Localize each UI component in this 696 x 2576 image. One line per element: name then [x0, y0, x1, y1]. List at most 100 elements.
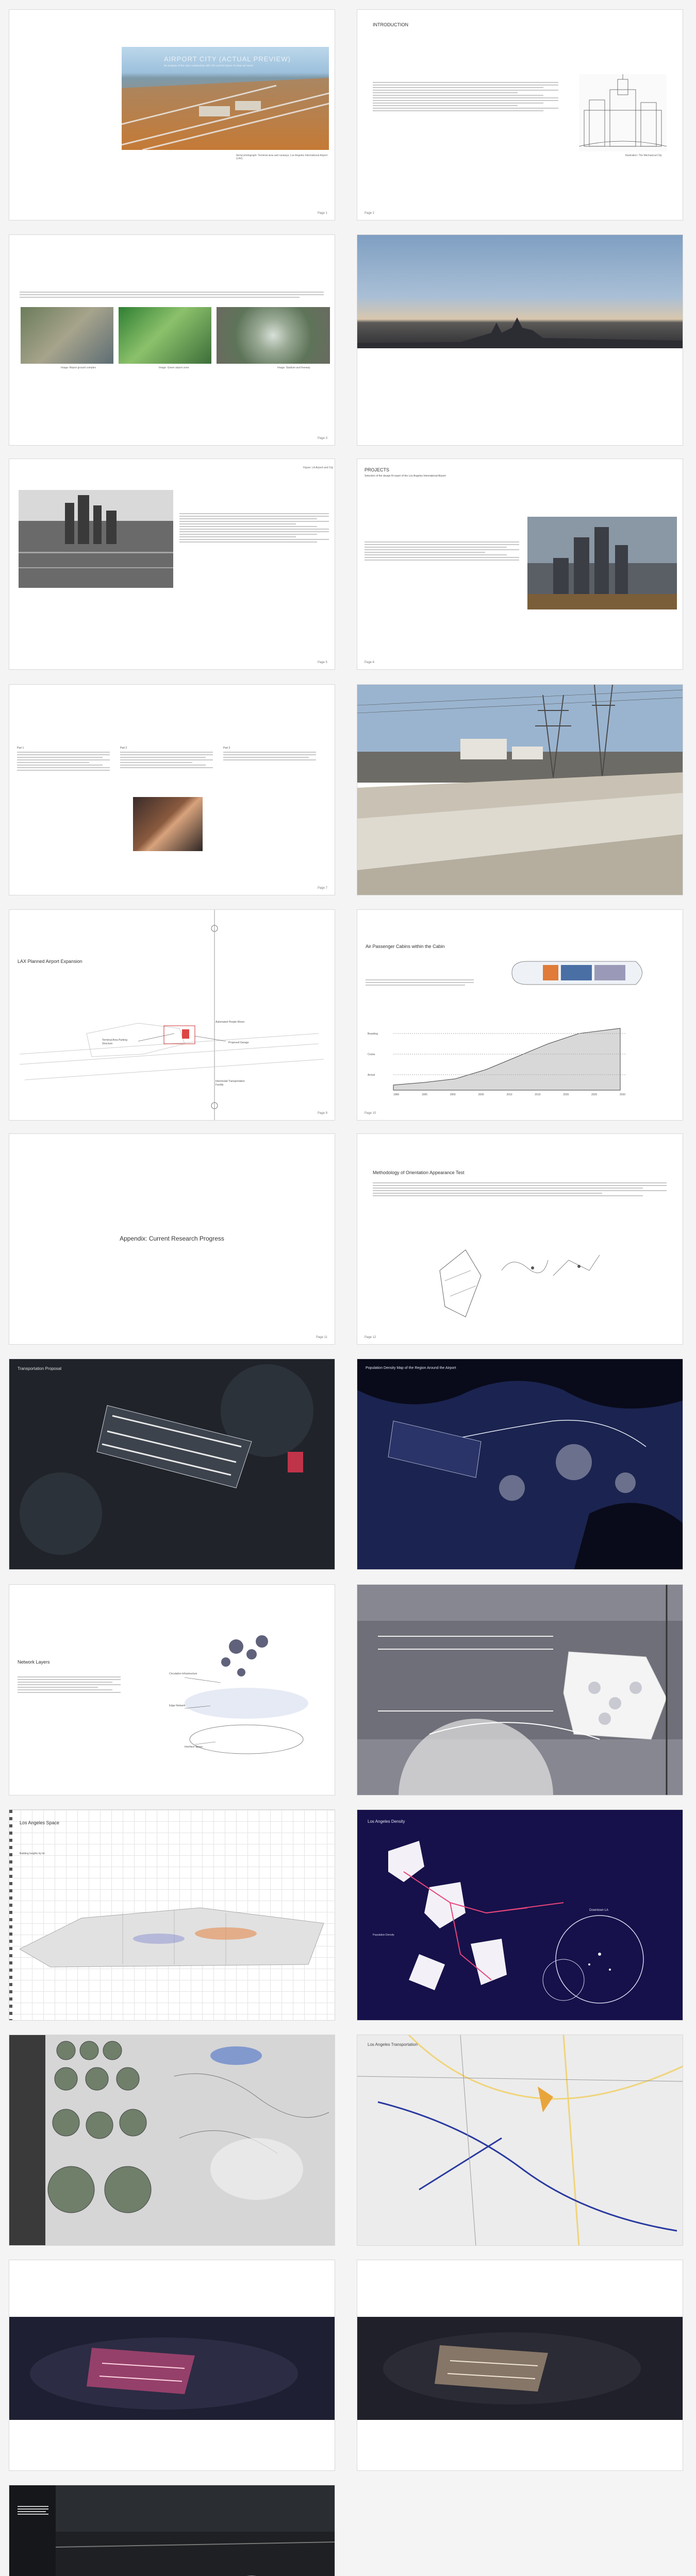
pilot-photo: [133, 797, 203, 851]
page-11: Appendix: Current Research Progress Page…: [9, 1133, 335, 1345]
caption-1: Image: Airport ground complex: [61, 366, 96, 369]
page-4: [357, 234, 683, 446]
space-heading: Los Angeles Space: [20, 1820, 60, 1825]
page-number: Page 6: [364, 661, 375, 664]
space-sublabel: Building heights by lot: [20, 1852, 45, 1855]
intro-text: [373, 82, 558, 113]
page-number: Page 12: [364, 1336, 376, 1339]
passenger-growth-chart: [393, 1028, 625, 1091]
page-21: [9, 2260, 335, 2471]
methodology-text: [373, 1182, 667, 1198]
transportation-map: [357, 2035, 683, 2245]
page-19: [9, 2035, 335, 2246]
side-label-arrival: Arrival: [368, 1074, 375, 1077]
methodology-diagram: [439, 1249, 600, 1317]
building-heights-3d-map: [20, 1907, 324, 1968]
axis-tick: 1989: [393, 1093, 400, 1096]
col-text-1: [17, 752, 110, 772]
page-number: Page 10: [364, 1112, 376, 1115]
page5-caption: Figure: LA Airport and City: [303, 466, 334, 469]
transportation-proposal-aerial: [9, 1359, 335, 1569]
night-caption-text: [18, 2506, 48, 2516]
page3-text: [20, 292, 324, 299]
cabin-heading: Air Passenger Cabins within the Cabin: [366, 944, 445, 949]
transportation-heading: Los Angeles Transportation: [368, 2042, 418, 2047]
page-number: Page 3: [317, 437, 327, 440]
photo-stadium: [217, 307, 330, 364]
cover-subtitle: An analysis of the city’s relationship w…: [164, 64, 253, 67]
research-collage: [9, 2035, 335, 2245]
cabin-text: [366, 979, 474, 987]
page-number: Page 9: [317, 1112, 327, 1115]
page-number: Page 2: [364, 212, 375, 215]
axis-tick: 2010: [506, 1093, 512, 1096]
cover-title: AIRPORT CITY (ACTUAL PREVIEW): [164, 55, 291, 63]
density-map: [357, 1359, 683, 1569]
gold-terminal-render: [357, 2317, 683, 2420]
page-7: Part 1 Part 2 Part 3 Page 7: [9, 684, 335, 895]
side-label-cruise: Cruise: [368, 1053, 375, 1056]
col-head-2: Part 2: [120, 747, 127, 750]
page-16: [357, 1584, 683, 1795]
label-itf: Intermodal Transportation Facility: [216, 1080, 245, 1087]
layer-label-3: Interface Space: [185, 1745, 203, 1749]
page-3: Image: Airport ground complex Image: Gre…: [9, 234, 335, 446]
axis-tick: 2025: [591, 1093, 598, 1096]
cover-caption: Aerial photograph: Terminal area and run…: [236, 154, 327, 160]
expansion-plan-drawing: [19, 910, 324, 1120]
projects-heading: PROJECTS: [364, 467, 390, 472]
network-text: [18, 1676, 121, 1694]
col-text-2: [120, 752, 213, 770]
axis-tick: 1995: [421, 1093, 427, 1096]
layer-label-1: Circulation Infrastructure: [169, 1672, 197, 1675]
axis-tick: 2030: [619, 1093, 625, 1096]
intro-heading: INTRODUCTION: [373, 22, 408, 27]
page-12: Methodology of Orientation Appearance Te…: [357, 1133, 683, 1345]
network-heading: Network Layers: [18, 1659, 50, 1665]
side-tab-strip: [9, 1810, 12, 2020]
page-2: INTRODUCTION Illustration: The Mechanica…: [357, 9, 683, 221]
airport-aerial-photo: [122, 47, 329, 150]
page5-text: [179, 513, 329, 544]
density-heading: Los Angeles Density: [368, 1819, 405, 1824]
page-number: Page 7: [317, 887, 327, 890]
page-9: LAX Planned Airport Expansion Terminal A…: [9, 909, 335, 1121]
night-satellite-terminal: [9, 2485, 335, 2576]
page-15: Network Layers Circulation Infrastructur…: [9, 1584, 335, 1795]
page-number: Page 1: [317, 212, 327, 215]
expansion-heading: LAX Planned Airport Expansion: [18, 959, 82, 964]
side-label-boarding: Boarding: [368, 1032, 378, 1036]
page-18: Los Angeles Density Population Density D…: [357, 1809, 683, 2021]
methodology-heading: Methodology of Orientation Appearance Te…: [373, 1170, 465, 1175]
col-text-3: [223, 752, 316, 762]
page-1: AIRPORT CITY (ACTUAL PREVIEW) An analysi…: [9, 9, 335, 221]
axis-tick: 2020: [563, 1093, 569, 1096]
intro-caption: Illustration: The Mechanical City: [625, 154, 662, 157]
density-network-map: [357, 1810, 683, 2020]
projects-text: [364, 541, 519, 562]
col-head-3: Part 3: [223, 747, 230, 750]
projects-subheading: Selection of the design fit report of th…: [364, 474, 446, 478]
page-23: [9, 2485, 335, 2576]
page-6: PROJECTS Selection of the design fit rep…: [357, 459, 683, 670]
label-garage: Proposed Garage: [228, 1041, 249, 1044]
page-number: Page 11: [316, 1336, 327, 1339]
col-head-1: Part 1: [17, 747, 24, 750]
page-5: Figure: LA Airport and City Page 5: [9, 459, 335, 670]
page-10: Air Passenger Cabins within the Cabin Bo…: [357, 909, 683, 1121]
density-label: Population Density Map of the Region Aro…: [366, 1366, 456, 1370]
axis-tick: 2015: [535, 1093, 541, 1096]
axis-tick: 2000: [450, 1093, 456, 1096]
label-apm: Automated People Mover: [216, 1021, 245, 1024]
city-painting: [527, 517, 677, 609]
page-17: Los Angeles Space Building heights by lo…: [9, 1809, 335, 2021]
caption-2: Image: Green airport zone: [159, 366, 189, 369]
photo-green-zone: [119, 307, 211, 364]
pink-terminal-render: [9, 2317, 335, 2420]
layer-label-2: Edge Network: [169, 1704, 186, 1707]
page-13: Transportation Proposal: [9, 1359, 335, 1570]
page-14: Population Density Map of the Region Aro…: [357, 1359, 683, 1570]
density-legend: Population Density: [373, 1934, 394, 1937]
la-river-photo: [357, 685, 683, 895]
caption-3: Image: Stadium and freeway: [277, 366, 310, 369]
